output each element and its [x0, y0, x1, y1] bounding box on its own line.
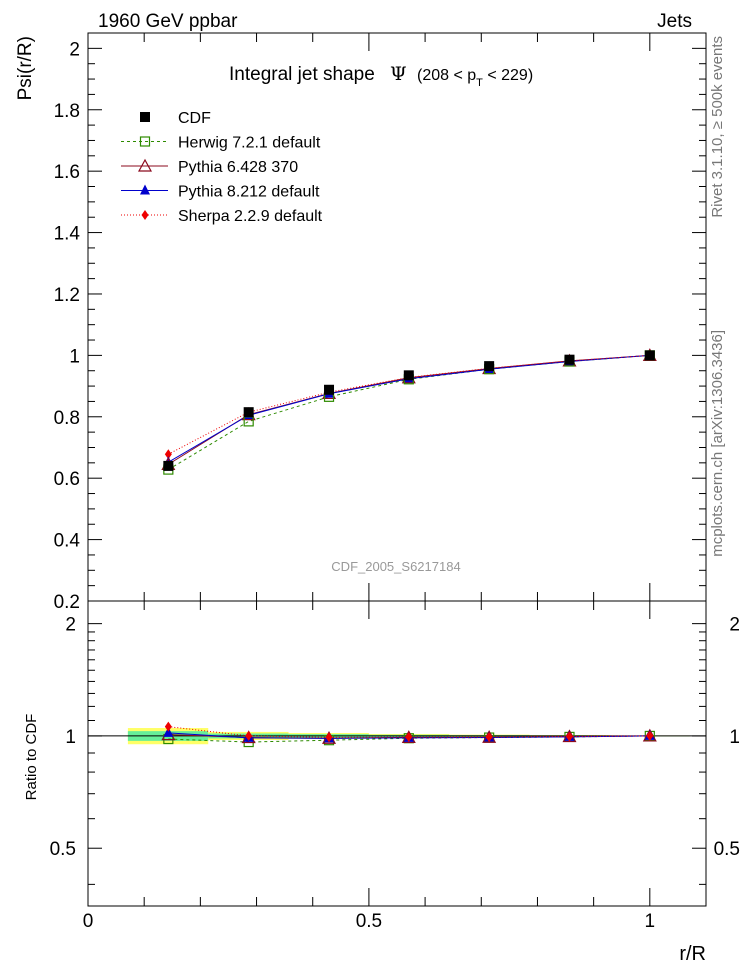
legend-label-sherpa: Sherpa 2.2.9 default — [178, 208, 323, 225]
main-point-cdf — [163, 460, 174, 471]
main-y-tick-label: 0.8 — [54, 408, 80, 429]
x-tick-label: 0 — [83, 911, 94, 932]
ratio-series-layer — [161, 721, 657, 748]
legend-label-herwig: Herwig 7.2.1 default — [178, 135, 321, 152]
ratio-point-sherpa — [164, 721, 172, 732]
rivet-label: Rivet 3.1.10, ≥ 500k events — [709, 36, 726, 218]
ratio-point-sherpa — [565, 731, 573, 742]
ratio-y-tick-label-right: 1 — [729, 727, 740, 748]
legend-marker-pythia6 — [137, 158, 153, 172]
legend-entry-herwig: Herwig 7.2.1 default — [121, 135, 321, 152]
main-point-cdf — [403, 370, 414, 381]
legend-entry-pythia6: Pythia 6.428 370 — [121, 158, 298, 176]
main-title-range-end: < 229) — [483, 67, 533, 84]
main-y-tick-label: 1.6 — [54, 162, 80, 183]
main-y-tick-label: 0.2 — [54, 592, 80, 613]
x-tick-label: 0.5 — [356, 911, 382, 932]
legend-marker-sherpa — [141, 210, 149, 220]
ratio-y-tick-label-left: 1 — [65, 727, 76, 748]
main-point-cdf — [243, 407, 254, 418]
legend-marker-cdf — [140, 112, 150, 122]
header-energy-label: 1960 GeV ppbar — [98, 11, 238, 32]
main-line-sherpa — [168, 354, 650, 455]
ratio-point-pythia8 — [163, 726, 174, 737]
main-y-tick-label: 0.6 — [54, 469, 80, 490]
header-process-label: Jets — [657, 11, 692, 32]
main-point-cdf — [324, 384, 335, 395]
main-y-tick-label: 1.2 — [54, 285, 80, 306]
ratio-y-axis-label: Ratio to CDF — [23, 714, 40, 801]
main-title-range-sub: T — [476, 77, 483, 89]
axis-ticks: 0.2 0.4 0.6 0.8 1 1.2 1.4 1.6 1.8 2 0 0.5 1 0.5 0.5 1 1 2… — [50, 32, 740, 932]
mcplots-label: mcplots.cern.ch [arXiv:1306.3436] — [709, 330, 726, 557]
main-title: Integral jet shape Ψ (208 < pT < 229) — [229, 63, 533, 89]
ratio-y-tick-label-left: 0.5 — [50, 839, 76, 860]
ratio-point-sherpa — [646, 730, 654, 741]
main-y-tick-label: 1 — [69, 346, 80, 367]
ratio-point-pythia6 — [241, 730, 256, 744]
main-title-symbol: Ψ — [390, 63, 407, 85]
legend-entry-sherpa: Sherpa 2.2.9 default — [121, 208, 323, 225]
x-axis-label: r/R — [679, 943, 706, 965]
main-point-sherpa — [164, 449, 172, 460]
legend-label-cdf: CDF — [178, 110, 211, 127]
legend-marker-herwig — [139, 136, 151, 147]
main-y-tick-label: 0.4 — [54, 531, 81, 552]
main-point-cdf — [484, 361, 495, 372]
legend-label-pythia8: Pythia 8.212 default — [178, 184, 320, 201]
main-title-range: (208 < p — [417, 67, 476, 84]
main-y-axis-label: Psi(r/R) — [15, 36, 36, 100]
ratio-y-tick-label-left: 2 — [65, 615, 76, 636]
analysis-watermark: CDF_2005_S6217184 — [331, 559, 460, 574]
main-title-text: Integral jet shape — [229, 64, 375, 85]
ratio-point-sherpa — [325, 732, 333, 743]
legend: CDF Herwig 7.2.1 default Pythia 6.428 370 P… — [121, 110, 323, 225]
ratio-point-sherpa — [405, 732, 413, 743]
legend-entry-cdf: CDF — [140, 110, 211, 127]
ratio-y-tick-label-right: 2 — [729, 615, 740, 636]
ratio-plot-frame — [87, 600, 707, 907]
main-y-tick-label: 1.4 — [54, 224, 81, 245]
legend-label-pythia6: Pythia 6.428 370 — [178, 159, 298, 176]
main-y-tick-label: 1.8 — [54, 101, 80, 122]
main-series-layer — [161, 348, 657, 475]
ratio-point-sherpa — [485, 732, 493, 743]
legend-marker-pythia8 — [140, 184, 150, 195]
x-tick-label: 1 — [645, 911, 656, 932]
main-y-tick-label: 2 — [69, 39, 80, 60]
plot-frames — [87, 32, 707, 907]
main-point-cdf — [644, 350, 655, 361]
ratio-y-tick-label-right: 0.5 — [714, 839, 740, 860]
main-point-cdf — [564, 354, 575, 365]
legend-entry-pythia8: Pythia 8.212 default — [121, 184, 320, 201]
ratio-point-sherpa — [245, 730, 253, 741]
